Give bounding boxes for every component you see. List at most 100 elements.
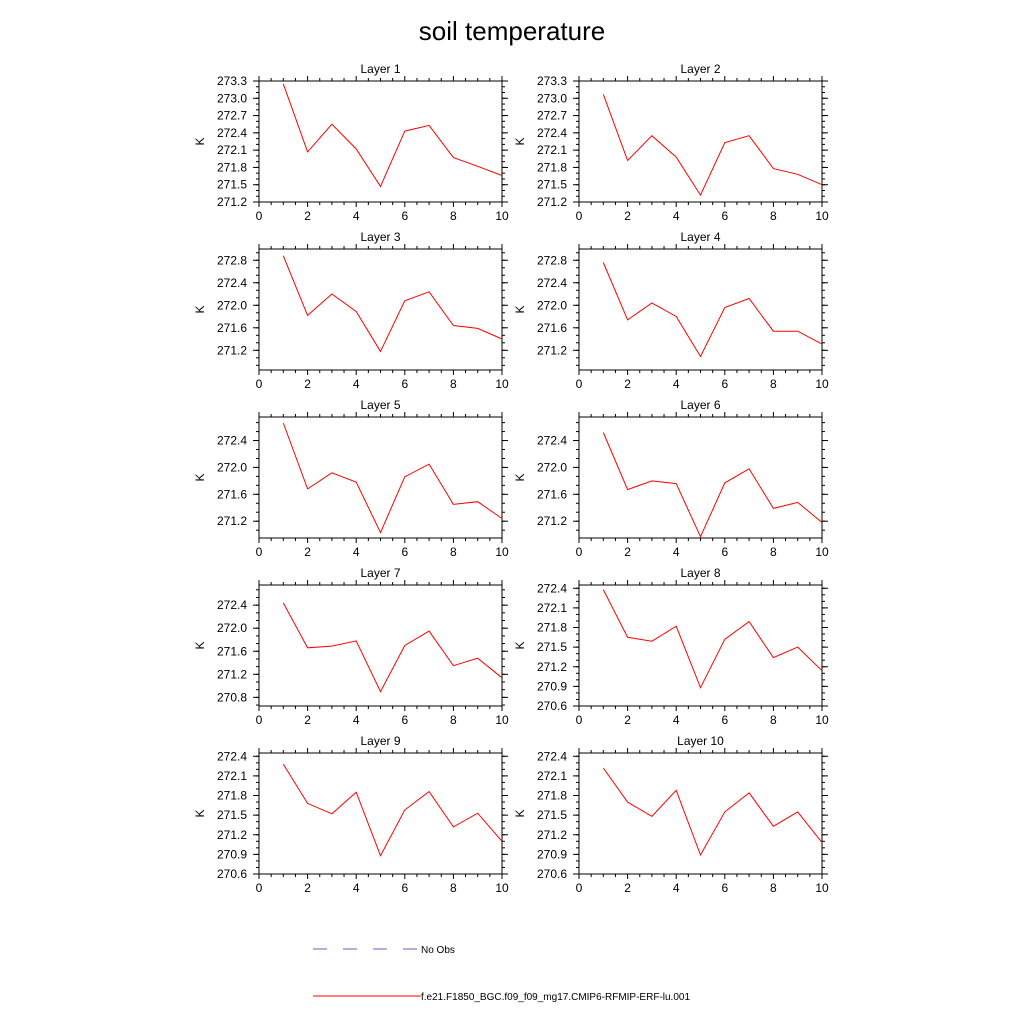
panel-grid: Layer 10 2 4 6 8 10271.2271.5271.8272.1272.42… <box>193 62 829 895</box>
y-tick-label: 270.9 <box>537 679 567 693</box>
y-tick-label: 272.1 <box>537 601 567 615</box>
panel-layer-7: Layer 7 0 2 4 6 8 10 270.8 271.2 271.6 272.0 272.4 K <box>193 566 509 727</box>
y-tick-label: 271.5 <box>537 808 567 822</box>
y-tick-label: 271.6 <box>217 644 247 658</box>
plot-frame <box>258 416 503 539</box>
panel-title: Layer 2 <box>680 62 720 76</box>
x-tick-label: 2 <box>624 545 631 559</box>
y-tick-label: 271.8 <box>537 621 567 635</box>
x-tick-label: 6 <box>721 881 728 895</box>
y-tick-label: 271.2 <box>217 828 247 842</box>
series-line <box>282 602 503 693</box>
y-tick-label: 271.6 <box>537 487 567 501</box>
series-line <box>602 589 823 689</box>
y-tick-label: 271.2 <box>217 667 247 681</box>
x-tick-label: 6 <box>721 545 728 559</box>
y-tick-label: 271.2 <box>537 343 567 357</box>
panel-title: Layer 10 <box>677 734 724 748</box>
x-tick-label: 4 <box>353 881 360 895</box>
x-tick-label: 6 <box>721 377 728 391</box>
y-tick-label: 272.4 <box>217 749 247 763</box>
y-tick-label: 271.8 <box>217 160 247 174</box>
panel-title: Layer 8 <box>680 566 720 580</box>
x-tick-label: 8 <box>770 377 777 391</box>
y-tick-label: 272.0 <box>217 298 247 312</box>
x-tick-label: 8 <box>770 713 777 727</box>
y-tick-label: 272.4 <box>537 581 567 595</box>
x-tick-label: 2 <box>304 209 311 223</box>
y-tick-label: 270.6 <box>537 699 567 713</box>
y-tick-label: 271.8 <box>217 789 247 803</box>
x-tick-label: 4 <box>673 881 680 895</box>
y-tick-label: 270.6 <box>217 867 247 881</box>
x-tick-label: 2 <box>304 545 311 559</box>
x-tick-label: 0 <box>576 545 583 559</box>
y-axis-label: K <box>513 473 527 481</box>
x-tick-label: 8 <box>450 713 457 727</box>
x-tick-label: 4 <box>353 713 360 727</box>
y-axis-label: K <box>193 137 207 145</box>
x-tick-label: 8 <box>770 881 777 895</box>
x-tick-label: 8 <box>450 209 457 223</box>
x-tick-label: 10 <box>815 713 829 727</box>
y-tick-label: 272.7 <box>537 109 567 123</box>
y-tick-label: 271.2 <box>537 195 567 209</box>
x-tick-label: 4 <box>673 209 680 223</box>
y-tick-label: 271.6 <box>537 321 567 335</box>
panel-layer-6: Layer 6 0 2 4 6 8 10 271.2 271.6 272.0 272.4 K <box>513 398 829 559</box>
y-tick-label: 272.0 <box>537 460 567 474</box>
x-tick-label: 10 <box>495 209 509 223</box>
y-tick-label: 272.1 <box>537 769 567 783</box>
y-tick-label: 271.8 <box>537 789 567 803</box>
y-axis-label: K <box>193 641 207 649</box>
y-tick-label: 271.2 <box>537 828 567 842</box>
y-tick-label: 272.4 <box>217 434 247 448</box>
x-tick-label: 2 <box>304 713 311 727</box>
x-tick-label: 2 <box>624 377 631 391</box>
x-tick-label: 0 <box>256 209 263 223</box>
x-tick-label: 10 <box>495 377 509 391</box>
x-tick-label: 8 <box>450 545 457 559</box>
series-line <box>602 94 823 197</box>
x-tick-label: 4 <box>673 545 680 559</box>
x-tick-label: 6 <box>401 377 408 391</box>
y-tick-label: 271.5 <box>537 178 567 192</box>
y-tick-label: 273.3 <box>537 74 567 88</box>
x-tick-label: 10 <box>815 209 829 223</box>
y-tick-label: 272.4 <box>537 276 567 290</box>
chart-title: soil temperature <box>419 16 605 46</box>
y-tick-label: 271.8 <box>537 160 567 174</box>
x-tick-label: 2 <box>624 209 631 223</box>
x-tick-label: 4 <box>673 377 680 391</box>
y-tick-label: 271.2 <box>217 343 247 357</box>
x-tick-label: 0 <box>256 713 263 727</box>
y-axis-label: K <box>513 641 527 649</box>
y-tick-label: 273.3 <box>217 74 247 88</box>
panel-title: Layer 9 <box>360 734 400 748</box>
y-tick-label: 273.0 <box>537 91 567 105</box>
series-line <box>282 83 503 188</box>
panel-title: Layer 3 <box>360 230 400 244</box>
panel-title: Layer 4 <box>680 230 720 244</box>
x-tick-label: 0 <box>576 377 583 391</box>
x-tick-label: 10 <box>815 881 829 895</box>
y-tick-label: 270.9 <box>217 847 247 861</box>
y-tick-label: 272.1 <box>217 143 247 157</box>
y-tick-label: 271.2 <box>217 195 247 209</box>
x-tick-label: 4 <box>353 545 360 559</box>
y-axis-label: K <box>193 473 207 481</box>
y-tick-label: 270.6 <box>537 867 567 881</box>
x-tick-label: 6 <box>401 209 408 223</box>
panel-title: Layer 1 <box>360 62 400 76</box>
series-line <box>282 422 503 534</box>
x-tick-label: 0 <box>256 545 263 559</box>
y-tick-label: 272.4 <box>217 598 247 612</box>
x-tick-label: 4 <box>673 713 680 727</box>
panel-layer-4: Layer 4 0 2 4 6 8 10 271.2 271.6 272.0 272.4 272.8 K <box>513 230 829 391</box>
x-tick-label: 2 <box>304 881 311 895</box>
y-tick-label: 271.5 <box>217 808 247 822</box>
panel-layer-1: Layer 1 0 2 4 6 8 10 271.2 271.5 271.8 272.1 272.4 2… <box>193 62 509 223</box>
panel-title: Layer 7 <box>360 566 400 580</box>
y-tick-label: 272.0 <box>217 621 247 635</box>
